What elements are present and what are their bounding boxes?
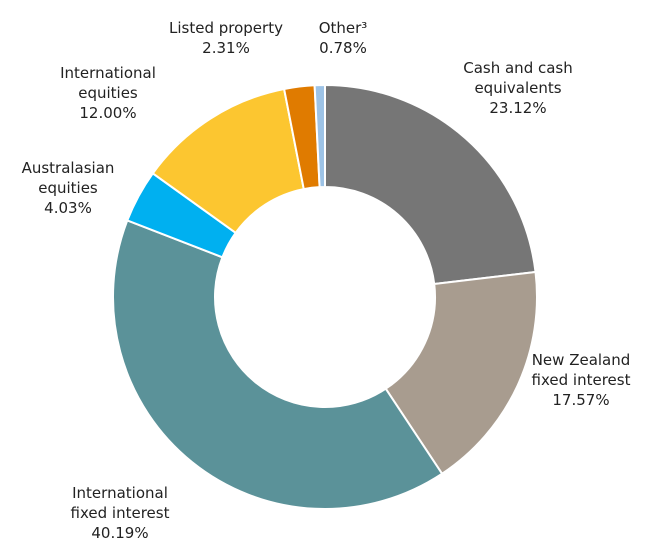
donut-slice [384, 270, 538, 476]
donut-slice [324, 83, 537, 286]
category-name: International equities [60, 64, 156, 102]
value-label: 23.12% [489, 99, 547, 117]
category-name: Other³ [318, 19, 368, 37]
slice-label: Listed property 2.31% [146, 18, 306, 58]
donut-slice [112, 219, 444, 510]
value-label: 17.57% [552, 391, 610, 409]
category-name: New Zealand fixed interest [531, 351, 631, 389]
slice-label: International equities 12.00% [51, 63, 166, 123]
slice-label: Other³ 0.78% [303, 18, 383, 58]
category-name: International fixed interest [70, 484, 170, 522]
slice-label: Australasian equities 4.03% [11, 158, 126, 218]
value-label: 40.19% [91, 524, 149, 542]
category-name: Australasian equities [21, 159, 115, 197]
value-label: 2.31% [202, 39, 250, 57]
value-label: 4.03% [44, 199, 92, 217]
value-label: 12.00% [79, 104, 137, 122]
donut-slice [313, 83, 326, 189]
category-name: Listed property [169, 19, 283, 37]
category-name: Cash and cash equivalents [463, 59, 573, 97]
slice-label: New Zealand fixed interest 17.57% [516, 350, 646, 410]
slice-label: Cash and cash equivalents 23.12% [438, 58, 598, 118]
slice-label: International fixed interest 40.19% [53, 483, 188, 543]
value-label: 0.78% [319, 39, 367, 57]
